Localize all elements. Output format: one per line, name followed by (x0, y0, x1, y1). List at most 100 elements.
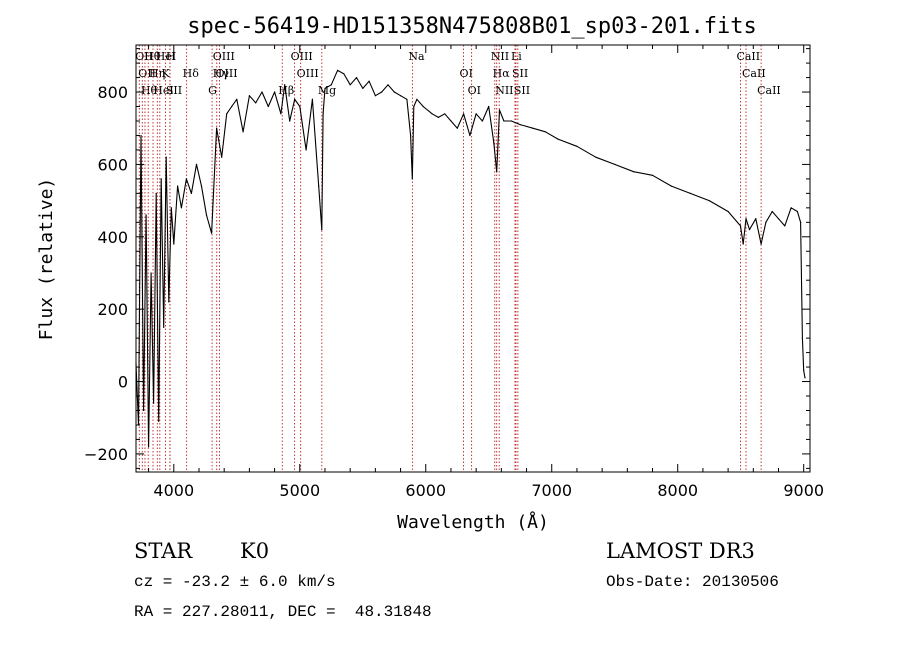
x-axis-label: Wavelength (Å) (397, 511, 549, 533)
spectrum-point-16 (177, 185, 179, 187)
line-label-22-0: Hα (493, 67, 511, 80)
spectrum-point-47 (337, 69, 339, 71)
coordinates-text: RA = 227.28011, DEC = 48.31848 (134, 603, 432, 621)
x-tick-label-6000: 6000 (405, 481, 446, 500)
spectrum-point-50 (355, 77, 358, 79)
spectrum-point-24 (216, 127, 218, 129)
line-label-16-0: OIII (297, 67, 319, 80)
line-label-15-0: OIII (291, 50, 313, 63)
spectrum-point-67 (450, 120, 452, 122)
spectrum-point-83 (576, 145, 578, 147)
spectrum-point-7 (153, 402, 155, 404)
line-label-19-0: OI (460, 67, 473, 80)
spectrum-point-95 (748, 229, 751, 231)
spectrum-point-44 (322, 113, 324, 115)
spectrum-chart: spec-56419-HD151358N475808B01_sp03-201.f… (36, 14, 824, 533)
line-label-6-0: HeI (156, 50, 176, 63)
spectrum-point-13 (168, 301, 170, 303)
line-label-3-0: Hθ (144, 50, 161, 63)
spectrum-point-78 (510, 120, 512, 122)
spectrum-point-98 (765, 221, 767, 223)
spectrum-point-101 (784, 225, 786, 227)
spectrum-point-65 (437, 116, 439, 118)
object-subclass: K0 (240, 539, 270, 563)
spectrum-point-49 (349, 84, 351, 86)
spectrum-point-8 (155, 192, 157, 194)
spectrum-point-82 (557, 138, 559, 140)
spectrum-point-85 (614, 163, 616, 165)
spectrum-point-57 (400, 95, 402, 97)
spectrum-point-93 (742, 243, 744, 245)
spectrum-point-48 (343, 73, 345, 75)
line-label-27-0: CaII (736, 50, 760, 63)
line-label-7-0: K (161, 67, 170, 80)
line-label-26-0: SII (514, 84, 530, 97)
spectrum-point-19 (190, 192, 192, 194)
spectrum-point-69 (463, 113, 465, 115)
spectrum-point-68 (456, 127, 458, 129)
emission-line-markers: OIIOIIHθHθHηHeIHeIKSIIHHδGOIIIHγOIIIHβOI… (135, 45, 781, 472)
spectrum-point-89 (689, 192, 691, 194)
y-tick-label-0: 0 (118, 373, 128, 392)
spectrum-point-97 (760, 243, 762, 245)
spectrum-point-106 (803, 370, 805, 372)
spectrum-point-11 (163, 326, 165, 328)
spectrum-point-99 (771, 210, 773, 213)
spectrum-point-41 (311, 98, 313, 100)
spectrum-point-26 (226, 113, 228, 115)
line-label-17-0: Mg (318, 84, 336, 97)
spectrum-point-27 (231, 105, 233, 108)
spectrum-point-66 (444, 113, 446, 115)
redshift-text: cz = -23.2 ± 6.0 km/s (134, 573, 336, 591)
spectrum-point-81 (544, 131, 547, 133)
spectrum-point-59 (410, 134, 412, 137)
spectrum-point-34 (274, 91, 276, 93)
spectrum-point-20 (195, 163, 198, 165)
spectrum-point-10 (160, 178, 162, 180)
spectrum-point-18 (185, 178, 187, 180)
spectrum-point-21 (200, 185, 203, 187)
y-tick-label-400: 400 (97, 228, 128, 247)
spectrum-point-105 (801, 337, 804, 339)
spectrum-point-46 (330, 84, 332, 86)
spectrum-point-40 (305, 149, 307, 151)
line-label-14-0: Hβ (278, 84, 294, 97)
spectrum-point-94 (745, 218, 747, 220)
spectrum-point-53 (374, 95, 376, 97)
spectrum-point-4 (145, 214, 147, 216)
spectrum-point-90 (708, 200, 710, 202)
spectrum-point-80 (532, 127, 534, 129)
object-class: STAR (134, 539, 193, 563)
spectrum-point-51 (362, 87, 364, 89)
spectrum-point-42 (318, 185, 320, 187)
line-label-23-0: NII (495, 84, 513, 97)
spectrum-point-38 (294, 98, 296, 100)
line-label-10-0: Hδ (183, 67, 200, 80)
spectrum-point-60 (411, 178, 413, 180)
spectrum-point-52 (368, 80, 370, 82)
y-tick-label-800: 800 (97, 83, 128, 102)
line-label-18-0: Na (408, 50, 425, 63)
spectrum-point-2 (140, 134, 142, 137)
spectrum-point-70 (469, 134, 471, 137)
line-label-24-0: Li (511, 50, 522, 63)
spectrum-point-5 (148, 446, 150, 448)
line-label-5-0: HeI (153, 84, 173, 97)
spectrum-point-23 (211, 232, 213, 234)
line-label-9-0: H (166, 50, 176, 63)
spectrum-point-88 (670, 185, 673, 187)
x-tick-label-8000: 8000 (657, 481, 698, 500)
spectrum-point-28 (236, 98, 238, 100)
spectrum-point-100 (777, 218, 780, 220)
line-label-12-0: OIII (213, 50, 235, 63)
line-label-12-1: Hγ (213, 67, 230, 80)
spectrum-point-31 (255, 102, 257, 104)
spectrum-point-3 (143, 409, 145, 412)
axes: 4000 5000 6000 7000 8000 9000 −200 0 200 400 600 80… (84, 45, 824, 500)
spectrum-point-39 (299, 105, 301, 108)
y-tick-label-600: 600 (97, 155, 128, 174)
line-label-1-0: OII (138, 67, 156, 80)
spectrum-point-17 (180, 207, 182, 209)
line-label-21-0: NII (491, 50, 509, 63)
survey-name: LAMOST DR3 (606, 539, 755, 563)
